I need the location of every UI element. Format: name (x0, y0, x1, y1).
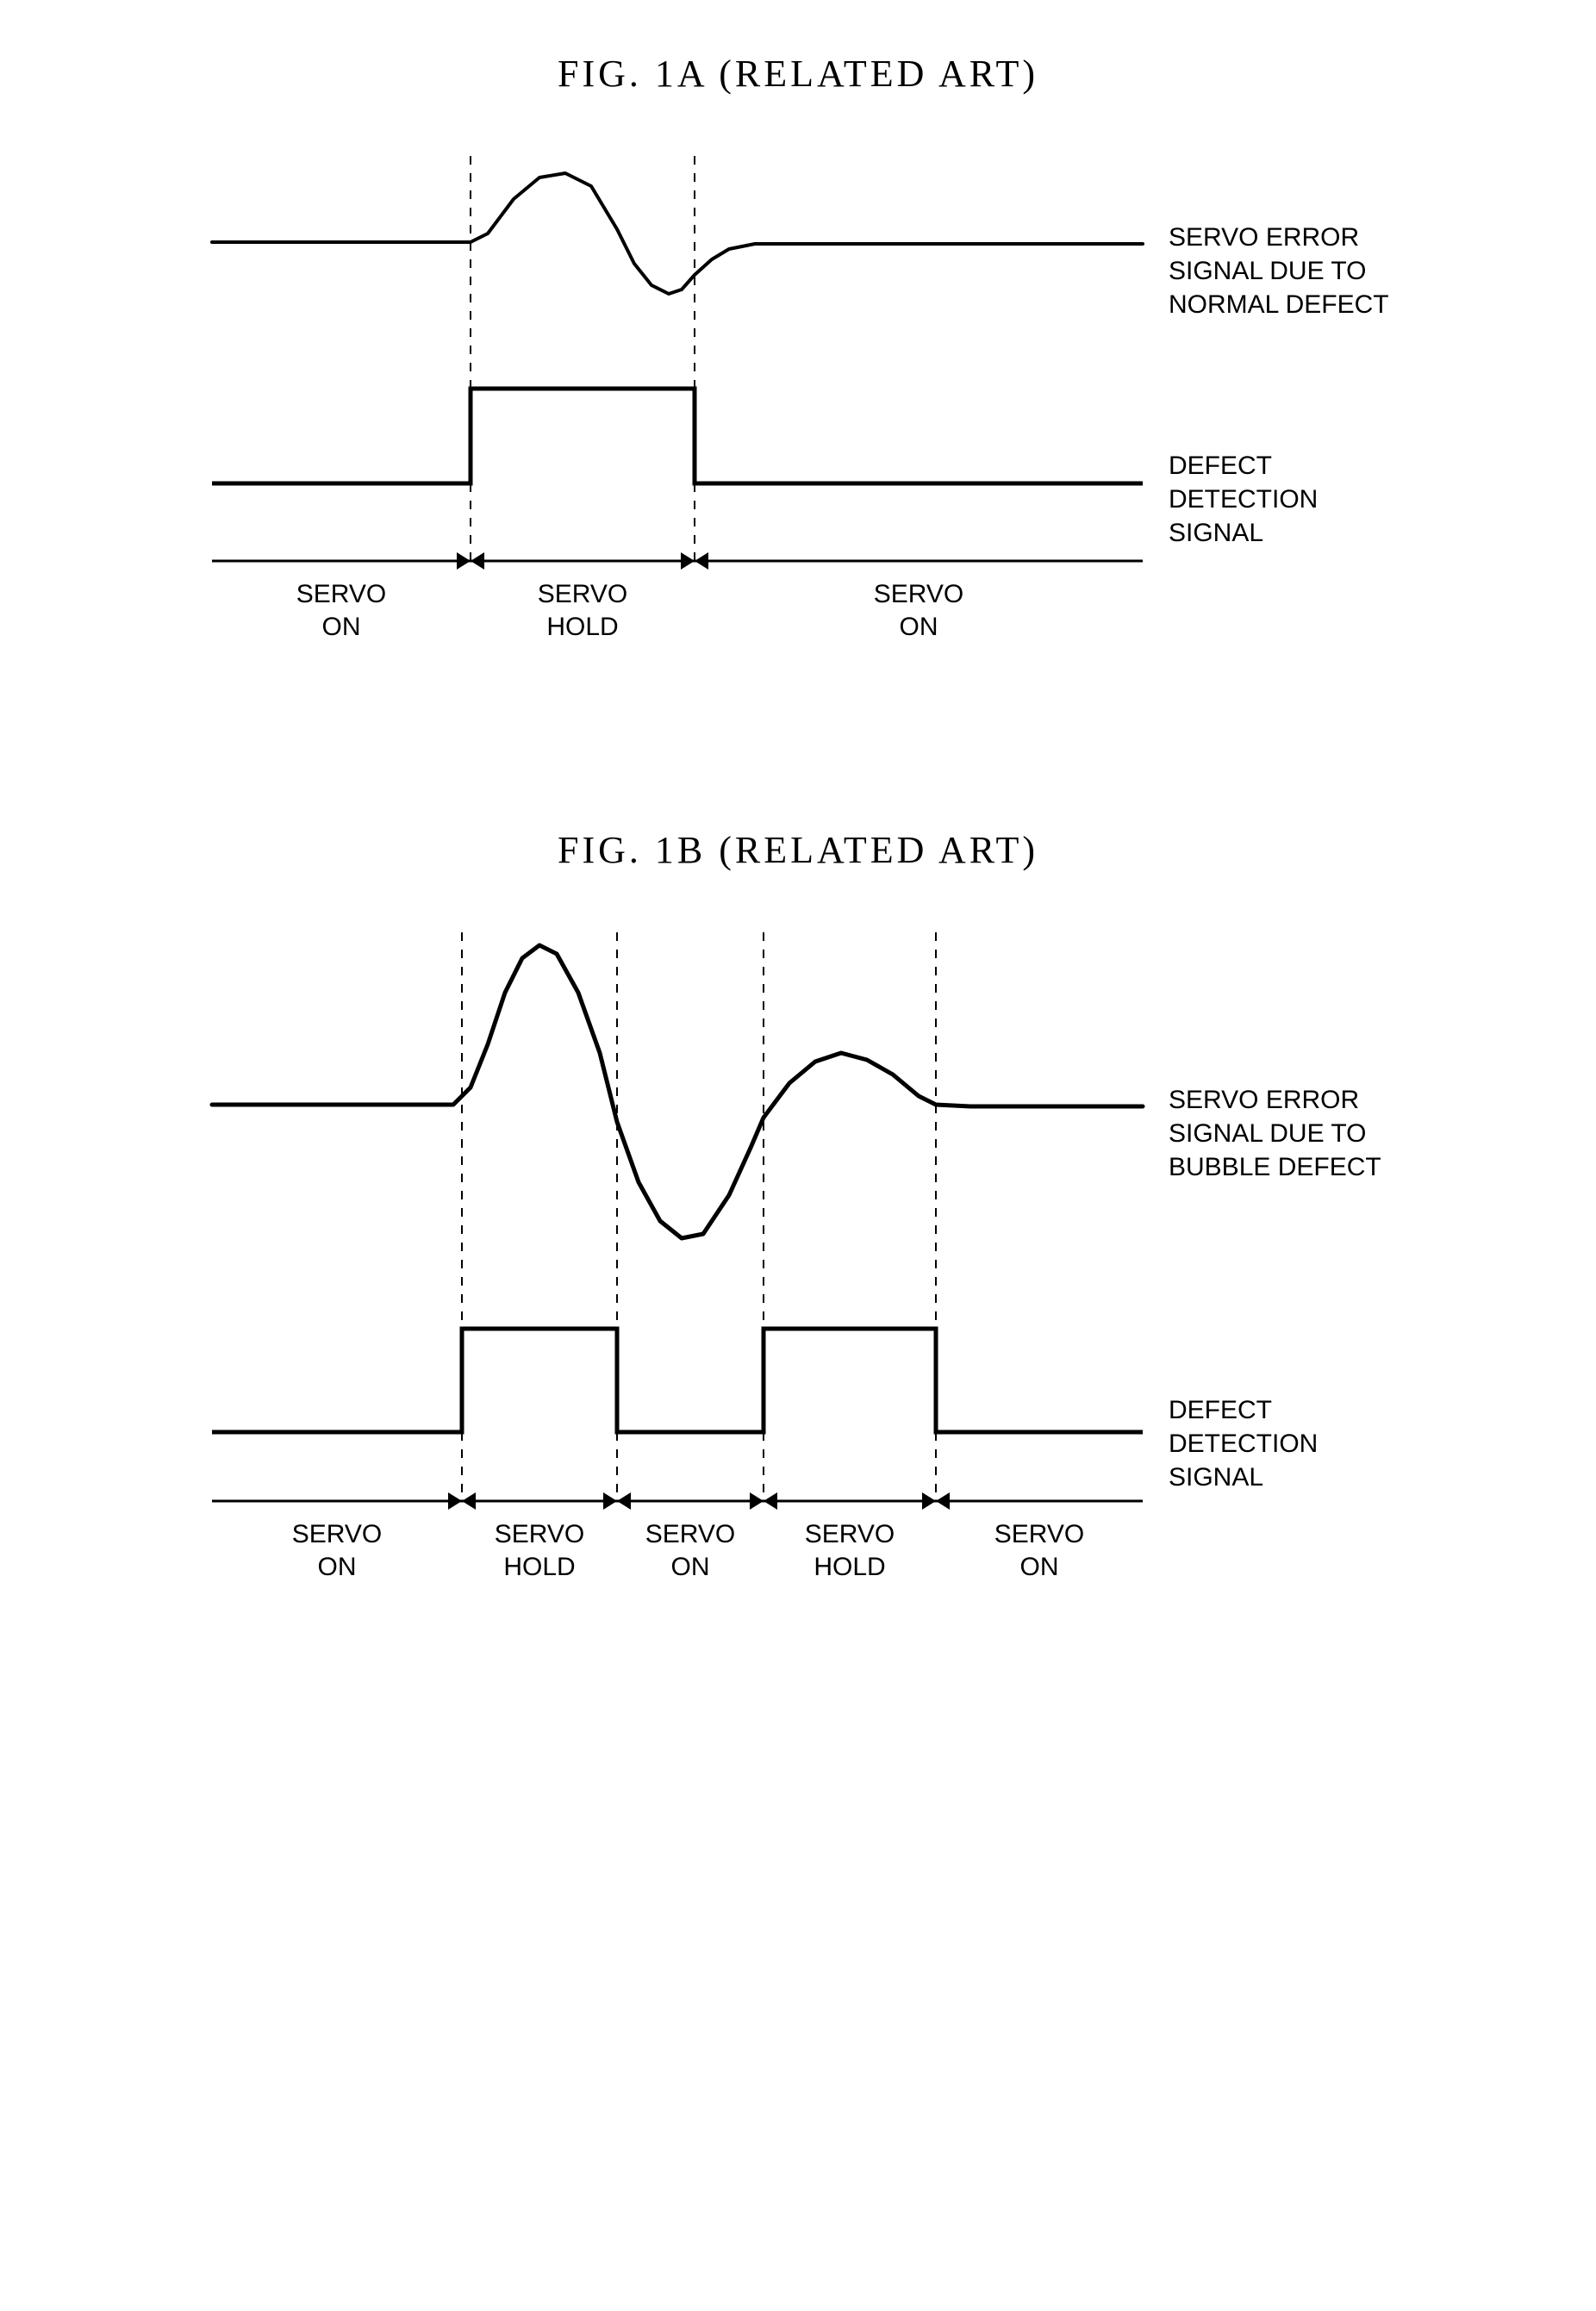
state-label: SERVO ON (936, 1518, 1143, 1583)
figure-1b-title: FIG. 1B (RELATED ART) (34, 828, 1562, 872)
state-label: SERVO HOLD (764, 1518, 936, 1583)
figure-1a-diagram: SERVO ERROR SIGNAL DUE TO NORMAL DEFECT D… (109, 139, 1487, 725)
servo-error-label: SERVO ERROR SIGNAL DUE TO BUBBLE DEFECT (1169, 1083, 1381, 1184)
state-label: SERVO ON (617, 1518, 764, 1583)
state-label: SERVO ON (212, 578, 471, 643)
state-label: SERVO ON (212, 1518, 462, 1583)
figure-1b-diagram: SERVO ERROR SIGNAL DUE TO BUBBLE DEFECT D… (109, 915, 1487, 1648)
figure-1a-title: FIG. 1A (RELATED ART) (34, 52, 1562, 96)
defect-detection-label: DEFECT DETECTION SIGNAL (1169, 1393, 1318, 1494)
state-label: SERVO HOLD (462, 1518, 617, 1583)
state-label: SERVO ON (695, 578, 1143, 643)
defect-detection-label: DEFECT DETECTION SIGNAL (1169, 449, 1318, 550)
figure-1b: FIG. 1B (RELATED ART) SERVO ERROR SIGNAL… (34, 828, 1562, 1648)
state-label: SERVO HOLD (471, 578, 695, 643)
servo-error-label: SERVO ERROR SIGNAL DUE TO NORMAL DEFECT (1169, 221, 1389, 321)
figure-1a: FIG. 1A (RELATED ART) SERVO ERROR SIGNAL… (34, 52, 1562, 725)
